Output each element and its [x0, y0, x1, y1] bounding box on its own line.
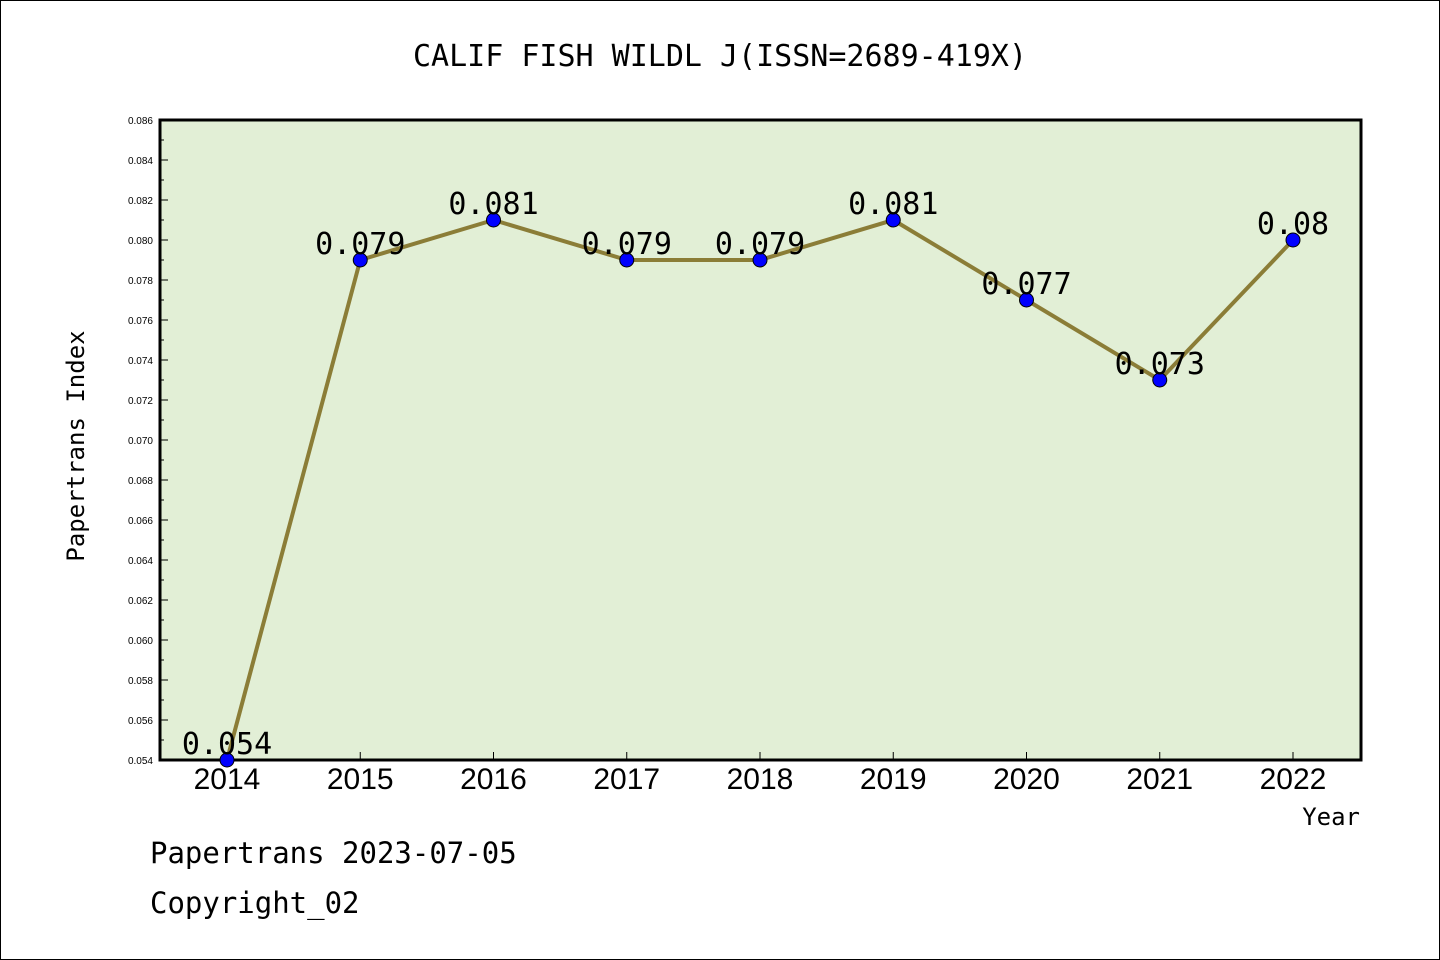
x-axis-label: Year	[1302, 803, 1360, 831]
x-tick-label: 2020	[993, 763, 1060, 796]
data-point	[619, 252, 635, 268]
x-tick-label: 2017	[593, 763, 660, 796]
x-tick-label: 2019	[860, 763, 927, 796]
y-tick-label: 0.060	[128, 636, 153, 647]
x-tick-label: 2014	[194, 763, 261, 796]
footer-copyright: Copyright_02	[150, 886, 360, 920]
y-tick-label: 0.058	[128, 676, 153, 687]
data-label: 0.073	[1115, 347, 1205, 382]
data-label: 0.079	[715, 227, 805, 262]
x-tick-label: 2022	[1260, 763, 1327, 796]
y-tick-label: 0.056	[128, 716, 153, 727]
data-point	[352, 252, 368, 268]
y-axis: 0.054 0.056 0.058 0.060 0.062 0.064 0.066 0.068…	[128, 116, 168, 767]
x-axis: 2014 2015 2016 2017 2018 2019 2020 2021 2022	[194, 752, 1327, 796]
y-tick-label: 0.070	[128, 436, 153, 447]
x-tick-label: 2016	[460, 763, 527, 796]
plot-area	[158, 118, 1363, 762]
y-tick-label: 0.076	[128, 316, 153, 327]
data-point	[486, 212, 501, 228]
y-tick-label: 0.080	[128, 236, 153, 247]
data-labels: 0.054 0.079 0.081 0.079 0.079 0.081 0.077 0.073…	[182, 187, 1329, 762]
y-axis-label: Papertrans Index	[62, 330, 90, 561]
data-label: 0.079	[315, 227, 405, 262]
data-point	[1285, 232, 1301, 248]
data-label: 0.081	[848, 187, 938, 222]
y-tick-label: 0.078	[128, 276, 153, 287]
y-tick-label: 0.072	[128, 396, 153, 407]
data-point	[1152, 372, 1168, 388]
x-tick-label: 2021	[1126, 763, 1193, 796]
y-tick-label: 0.084	[128, 156, 153, 167]
data-point	[219, 752, 235, 768]
y-tick-label: 0.082	[128, 196, 153, 207]
y-tick-label: 0.086	[128, 116, 153, 127]
data-label: 0.079	[582, 227, 672, 262]
x-tick-label: 2015	[327, 763, 394, 796]
data-point	[1019, 292, 1034, 308]
series	[219, 212, 1301, 768]
chart-title: CALIF FISH WILDL J(ISSN=2689-419X)	[413, 39, 1027, 74]
y-tick-label: 0.054	[128, 756, 153, 767]
data-label: 0.08	[1257, 207, 1329, 242]
y-tick-label: 0.062	[128, 596, 153, 607]
footer-date: Papertrans 2023-07-05	[150, 836, 517, 870]
data-point	[752, 252, 768, 268]
data-label: 0.081	[448, 187, 538, 222]
data-label: 0.077	[981, 267, 1071, 302]
y-tick-label: 0.068	[128, 476, 153, 487]
y-tick-label: 0.074	[128, 356, 153, 367]
y-tick-label: 0.066	[128, 516, 153, 527]
y-tick-label: 0.064	[128, 556, 153, 567]
x-tick-label: 2018	[727, 763, 794, 796]
data-point	[885, 212, 901, 228]
data-label: 0.054	[182, 727, 272, 762]
